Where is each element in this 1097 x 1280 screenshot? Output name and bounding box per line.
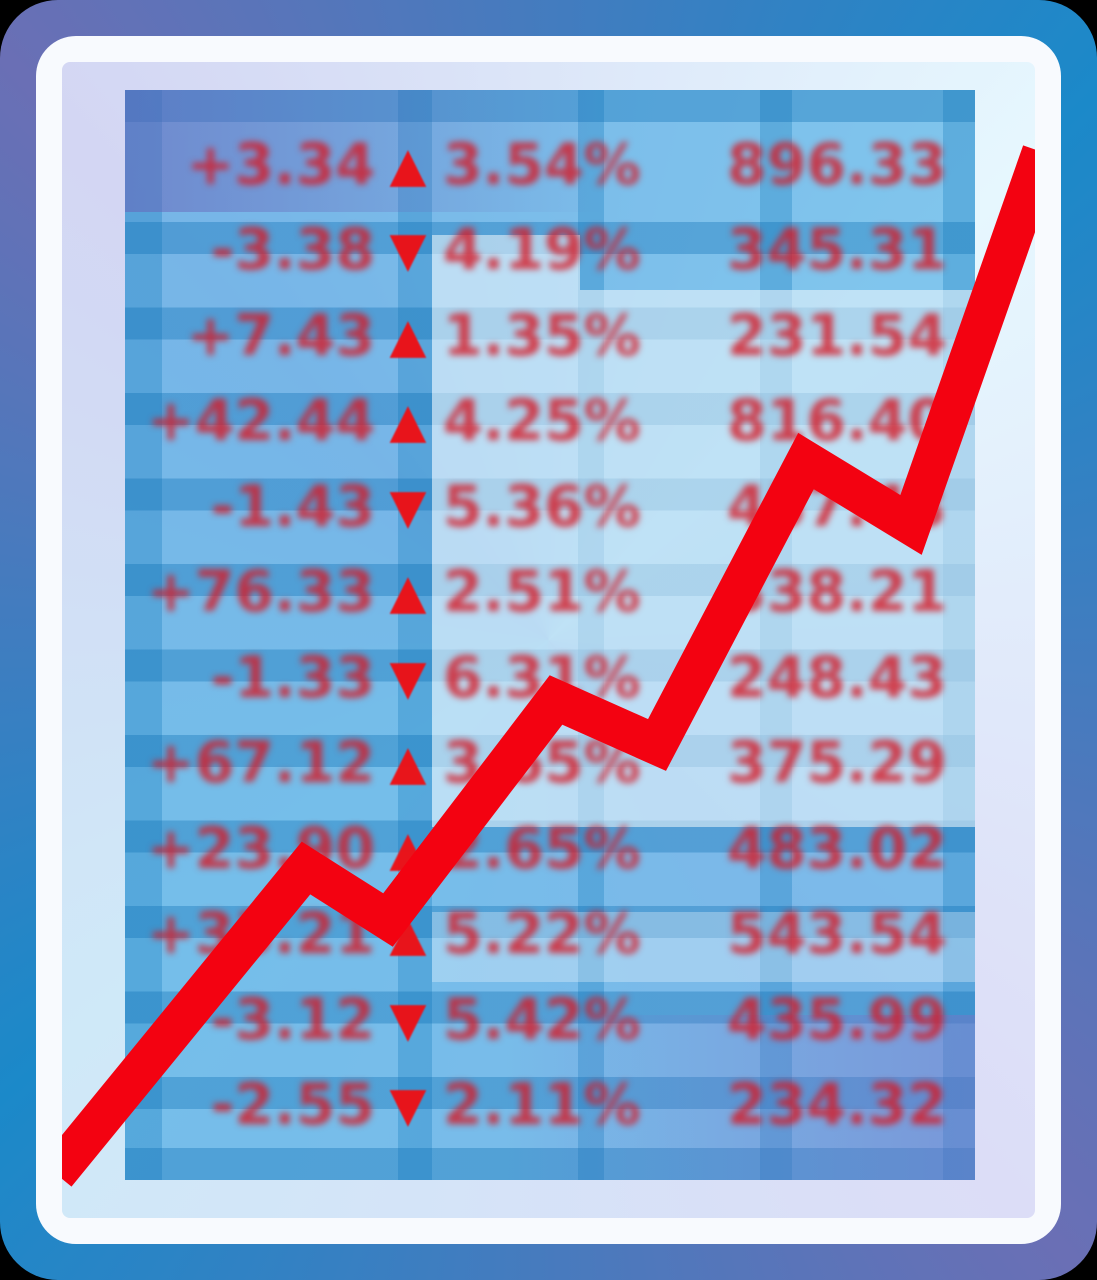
arrow-down-icon: ▼ xyxy=(389,1077,427,1134)
percent-value: 3.54% xyxy=(443,131,641,198)
arrow-up-icon: ▲ xyxy=(389,393,427,450)
table-row: -3.38 ▼ 4.19% 345.31 xyxy=(125,208,975,294)
percent-value: 4.25% xyxy=(443,388,641,455)
table-row: +7.43 ▲ 1.35% 231.54 xyxy=(125,293,975,379)
price-value: 234.32 xyxy=(727,1072,947,1139)
table-row: -2.55 ▼ 2.11% 234.32 xyxy=(125,1063,975,1149)
table-row: +3.34 ▲ 3.54% 896.33 xyxy=(125,122,975,208)
table-row: +67.12 ▲ 3.65% 375.29 xyxy=(125,721,975,807)
light-shading-row10 xyxy=(432,912,975,982)
change-value: +3.34 xyxy=(186,131,375,198)
change-value: -2.55 xyxy=(210,1072,375,1139)
purple-tint-bottom-right xyxy=(505,1015,975,1180)
arrow-down-icon: ▼ xyxy=(389,222,427,279)
change-value: +76.33 xyxy=(146,559,375,626)
trend-line xyxy=(62,145,1035,1187)
change-value: +7.43 xyxy=(186,302,375,369)
arrow-down-icon: ▼ xyxy=(389,649,427,706)
arrow-up-icon: ▲ xyxy=(389,564,427,621)
arrow-up-icon: ▲ xyxy=(389,136,427,193)
percent-value: 2.11% xyxy=(443,1072,641,1139)
table-row: +76.33 ▲ 2.51% 338.21 xyxy=(125,550,975,636)
price-value: 248.43 xyxy=(727,644,947,711)
price-value: 345.31 xyxy=(727,217,947,284)
table-row: -1.33 ▼ 6.31% 248.43 xyxy=(125,635,975,721)
percent-value: 1.35% xyxy=(443,302,641,369)
change-value: -3.38 xyxy=(210,217,375,284)
arrow-up-icon: ▲ xyxy=(389,307,427,364)
arrow-down-icon: ▼ xyxy=(389,991,427,1048)
change-value: +42.44 xyxy=(146,388,375,455)
trend-line-path xyxy=(62,145,1035,1187)
price-value: 483.02 xyxy=(727,815,947,882)
price-value: 231.54 xyxy=(727,302,947,369)
light-shading-percent-column xyxy=(432,235,580,290)
price-value: 375.29 xyxy=(727,730,947,797)
percent-value: 2.51% xyxy=(443,559,641,626)
change-value: -3.12 xyxy=(210,986,375,1053)
price-value: 896.33 xyxy=(727,131,947,198)
change-value: -1.43 xyxy=(210,473,375,540)
arrow-down-icon: ▼ xyxy=(389,478,427,535)
table-row: +42.44 ▲ 4.25% 816.40 xyxy=(125,379,975,465)
change-value: +67.12 xyxy=(146,730,375,797)
purple-tint-top-left xyxy=(125,90,605,212)
price-value: 543.54 xyxy=(727,901,947,968)
arrow-up-icon: ▲ xyxy=(389,735,427,792)
price-value: 816.40 xyxy=(727,388,947,455)
table-row: -3.12 ▼ 5.42% 435.99 xyxy=(125,977,975,1063)
percent-value: 5.36% xyxy=(443,473,641,540)
percent-value: 4.19% xyxy=(443,217,641,284)
price-value: 435.99 xyxy=(727,986,947,1053)
percent-value: 5.42% xyxy=(443,986,641,1053)
stock-table: +3.34 ▲ 3.54% 896.33 -3.38 ▼ 4.19% 345.3… xyxy=(125,90,975,1180)
table-left-gutter-strip xyxy=(125,90,162,1180)
screen-panel: +3.34 ▲ 3.54% 896.33 -3.38 ▼ 4.19% 345.3… xyxy=(62,62,1035,1218)
change-value: -1.33 xyxy=(210,644,375,711)
percent-value: 5.22% xyxy=(443,901,641,968)
column-divider-1 xyxy=(398,90,432,1180)
